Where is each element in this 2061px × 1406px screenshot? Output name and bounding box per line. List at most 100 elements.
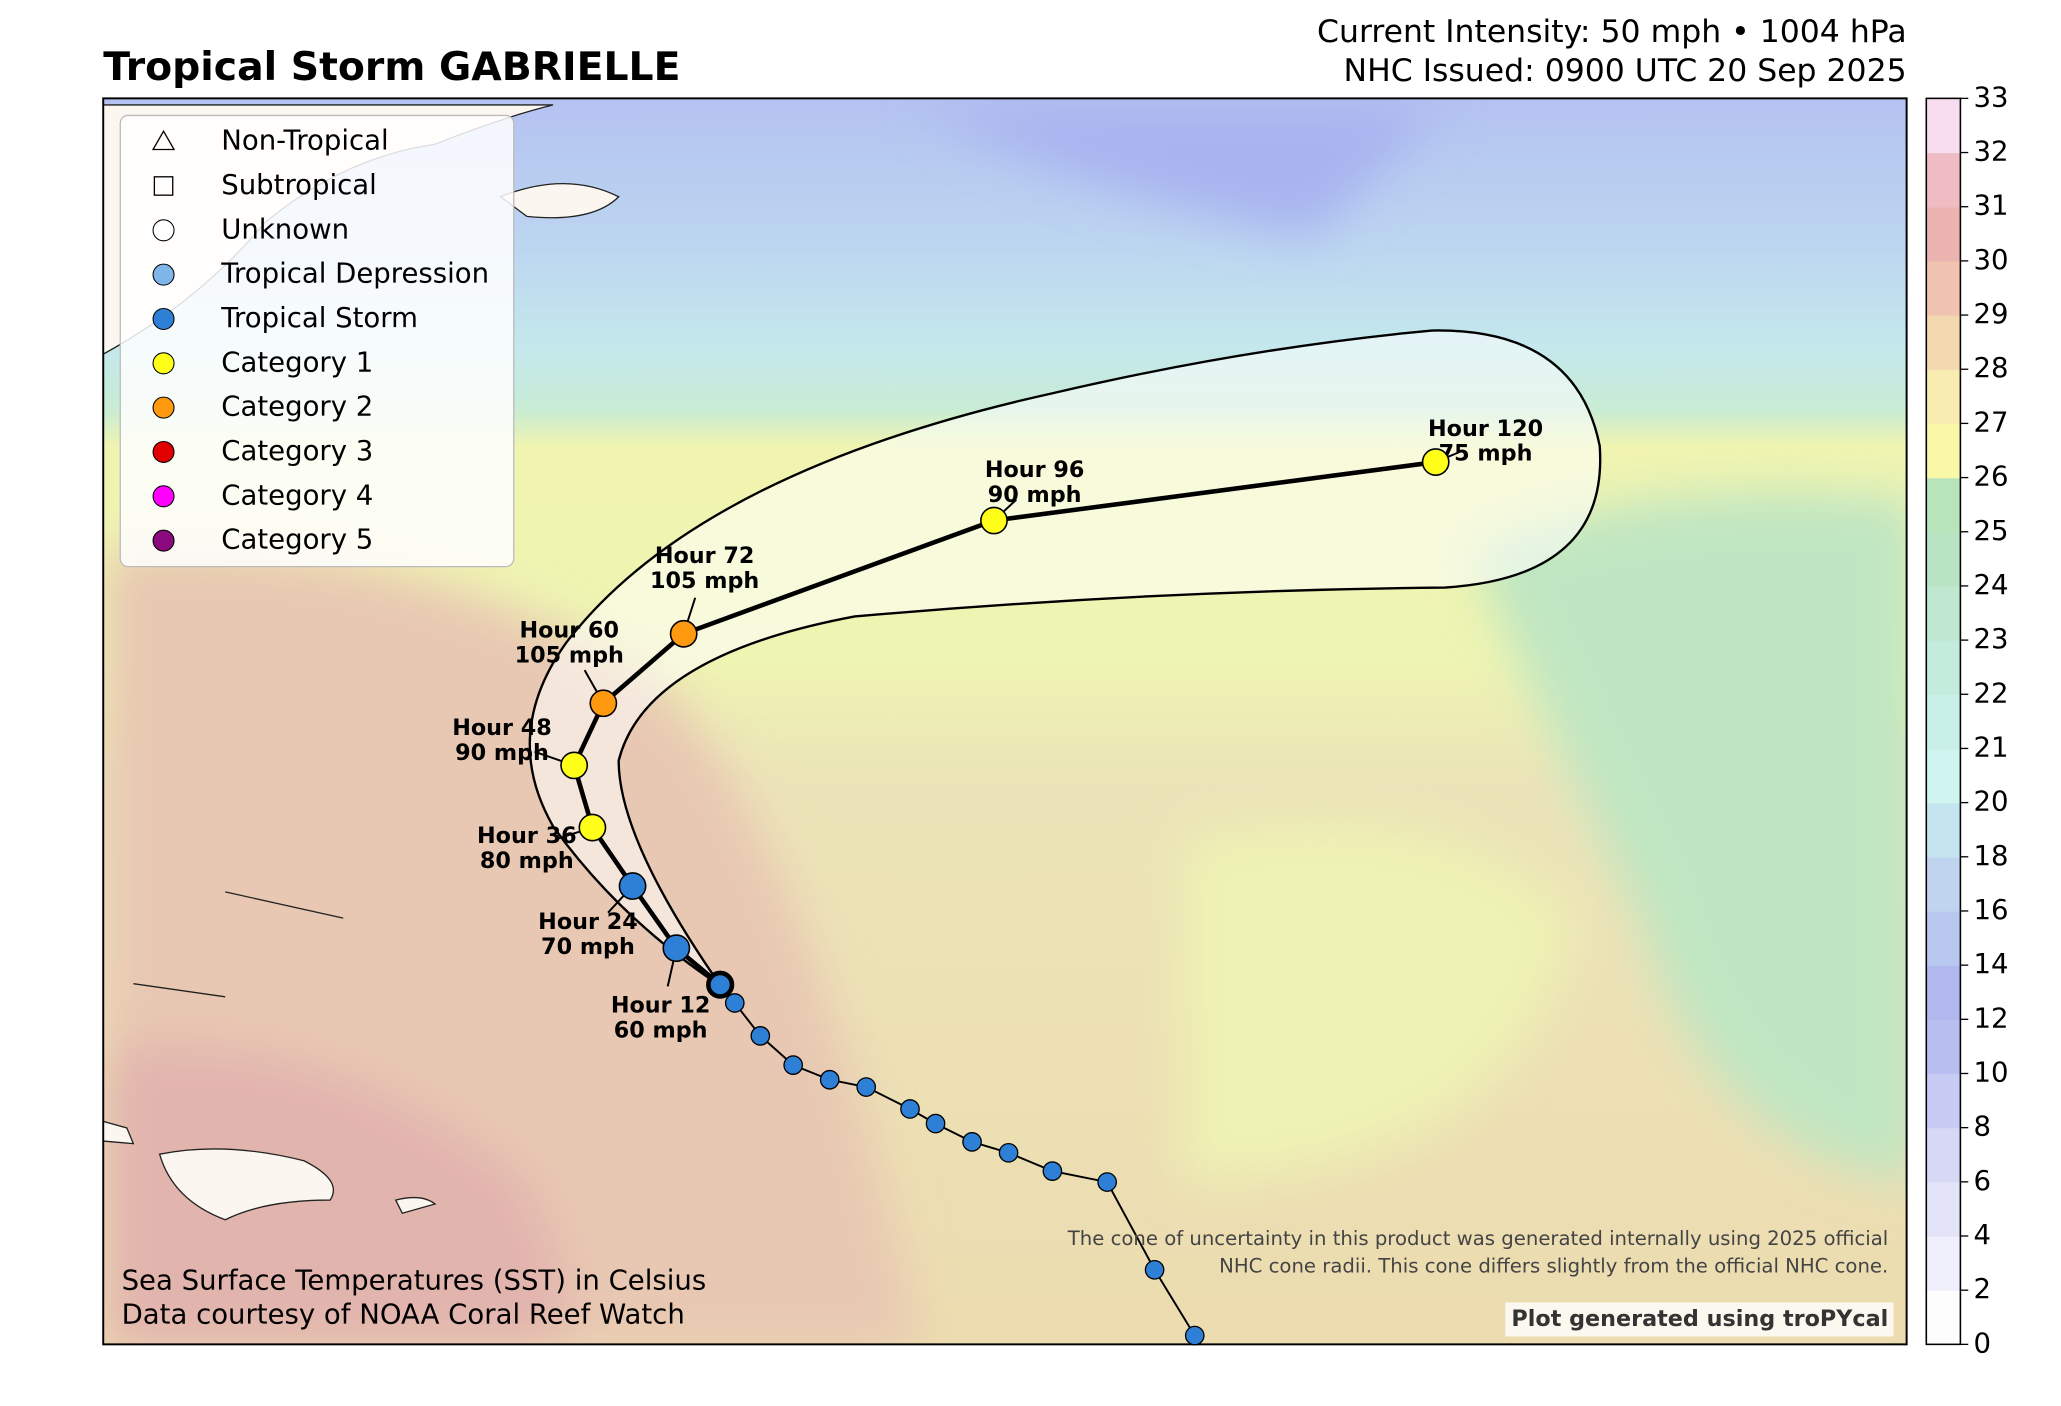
colorbar-tick-label: 30 <box>1974 244 2009 276</box>
colorbar-tick-label: 27 <box>1974 406 2009 438</box>
legend-label: Category 4 <box>221 479 373 511</box>
colorbar-segment <box>1926 856 1961 912</box>
colorbar-tick-label: 22 <box>1974 677 2009 709</box>
courtesy-note: Data courtesy of NOAA Coral Reef Watch <box>122 1299 685 1331</box>
colorbar-tick-label: 0 <box>1974 1327 1992 1359</box>
legend-marker <box>152 263 175 286</box>
past-track-point <box>900 1099 920 1119</box>
colorbar-tick-label: 6 <box>1974 1165 1992 1197</box>
past-track-point <box>724 993 745 1013</box>
forecast-wind: 90 mph <box>455 740 549 766</box>
legend-marker <box>152 529 175 552</box>
colorbar-segment <box>1926 423 1961 479</box>
map-frame <box>102 97 1908 1346</box>
cone-note: The cone of uncertainty in this product … <box>1067 1227 1889 1250</box>
legend-marker <box>152 440 175 463</box>
forecast-hour: Hour 36 <box>477 823 577 849</box>
credit-box <box>1505 1302 1894 1337</box>
past-track-point <box>1042 1161 1063 1181</box>
past-track-point <box>1097 1172 1117 1192</box>
forecast-hour: Hour 24 <box>538 909 638 935</box>
colorbar-tick-label: 12 <box>1974 1002 2009 1034</box>
colorbar-segment <box>1926 910 1961 966</box>
colorbar-segment <box>1926 802 1961 858</box>
colorbar-tick-label: 16 <box>1974 894 2009 926</box>
forecast-hour: Hour 96 <box>985 457 1085 483</box>
past-track-point <box>783 1055 804 1075</box>
forecast-wind: 80 mph <box>480 848 574 874</box>
sst-background <box>103 98 1907 1345</box>
forecast-point <box>662 934 691 963</box>
colorbar-tick-label: 14 <box>1974 948 2009 980</box>
legend-label: Category 1 <box>221 346 373 378</box>
legend-marker <box>153 176 174 196</box>
colorbar-tick-label: 25 <box>1974 515 2009 547</box>
legend-label: Category 5 <box>221 524 373 556</box>
colorbar-segment <box>1926 1127 1961 1183</box>
colorbar-segment <box>1926 477 1961 533</box>
issued: NHC Issued: 0900 UTC 20 Sep 2025 <box>1344 53 1907 89</box>
forecast-wind: 70 mph <box>541 934 635 960</box>
colorbar-tick-label: 4 <box>1974 1219 1992 1251</box>
legend-label: Category 2 <box>221 391 373 423</box>
title: Tropical Storm GABRIELLE <box>103 44 680 90</box>
forecast-point <box>980 506 1008 535</box>
colorbar-tick-label: 31 <box>1974 190 2009 222</box>
forecast-hour: Hour 120 <box>1428 416 1543 442</box>
forecast-hour: Hour 12 <box>611 992 711 1018</box>
colorbar-segment <box>1926 965 1961 1020</box>
colorbar-tick-label: 32 <box>1974 136 2009 168</box>
colorbar-segment <box>1926 1019 1961 1075</box>
colorbar-tick-label: 2 <box>1974 1273 1992 1305</box>
colorbar-tick-label: 21 <box>1974 731 2009 763</box>
cone-of-uncertainty <box>528 329 1602 988</box>
forecast-wind: 90 mph <box>988 482 1082 508</box>
forecast-point <box>1421 448 1450 476</box>
colorbar-segment <box>1926 260 1961 316</box>
current-position <box>706 970 735 999</box>
colorbar-segment <box>1926 98 1961 154</box>
forecast-point <box>589 689 618 718</box>
legend-label: Tropical Depression <box>220 258 489 290</box>
forecast-point <box>578 813 607 842</box>
forecast-wind: 60 mph <box>614 1017 708 1043</box>
cone-note: NHC cone radii. This cone differs slight… <box>1219 1254 1888 1277</box>
colorbar-tick-label: 33 <box>1974 81 2009 113</box>
colorbar-frame <box>1925 97 1962 1346</box>
colorbar-segment <box>1926 369 1961 425</box>
forecast-point <box>618 872 647 900</box>
colorbar-segment <box>1926 640 1961 695</box>
colorbar-segment <box>1926 1073 1961 1129</box>
past-track-point <box>750 1026 771 1046</box>
past-track-point <box>962 1132 982 1152</box>
colorbar-tick-label: 29 <box>1974 298 2009 330</box>
legend-marker <box>152 352 175 375</box>
past-track-point <box>925 1113 946 1134</box>
legend-marker <box>151 129 176 151</box>
legend-label: Unknown <box>221 213 349 245</box>
legend-label: Non-Tropical <box>221 125 388 157</box>
colorbar-segment <box>1926 315 1961 370</box>
legend-marker <box>152 307 175 330</box>
colorbar-segment <box>1926 206 1961 262</box>
colorbar-segment <box>1926 694 1961 750</box>
past-track-point <box>1184 1325 1205 1346</box>
forecast-hour: Hour 72 <box>655 543 755 569</box>
legend-label: Tropical Storm <box>220 302 418 334</box>
colorbar-segment <box>1926 1181 1961 1237</box>
forecast-wind: 105 mph <box>650 568 759 594</box>
legend-marker <box>152 485 175 508</box>
legend-label: Subtropical <box>221 169 377 201</box>
colorbar-tick-label: 8 <box>1974 1111 1992 1143</box>
intensity: Current Intensity: 50 mph • 1004 hPa <box>1317 14 1907 50</box>
forecast-hour: Hour 60 <box>519 618 619 644</box>
past-track-point <box>856 1077 877 1097</box>
legend-marker <box>152 396 175 419</box>
colorbar-tick-label: 28 <box>1974 352 2009 384</box>
colorbar-segment <box>1926 1236 1961 1291</box>
legend-label: Category 3 <box>221 435 373 467</box>
colorbar-tick-label: 23 <box>1974 623 2009 655</box>
colorbar-tick-label: 10 <box>1974 1056 2009 1088</box>
